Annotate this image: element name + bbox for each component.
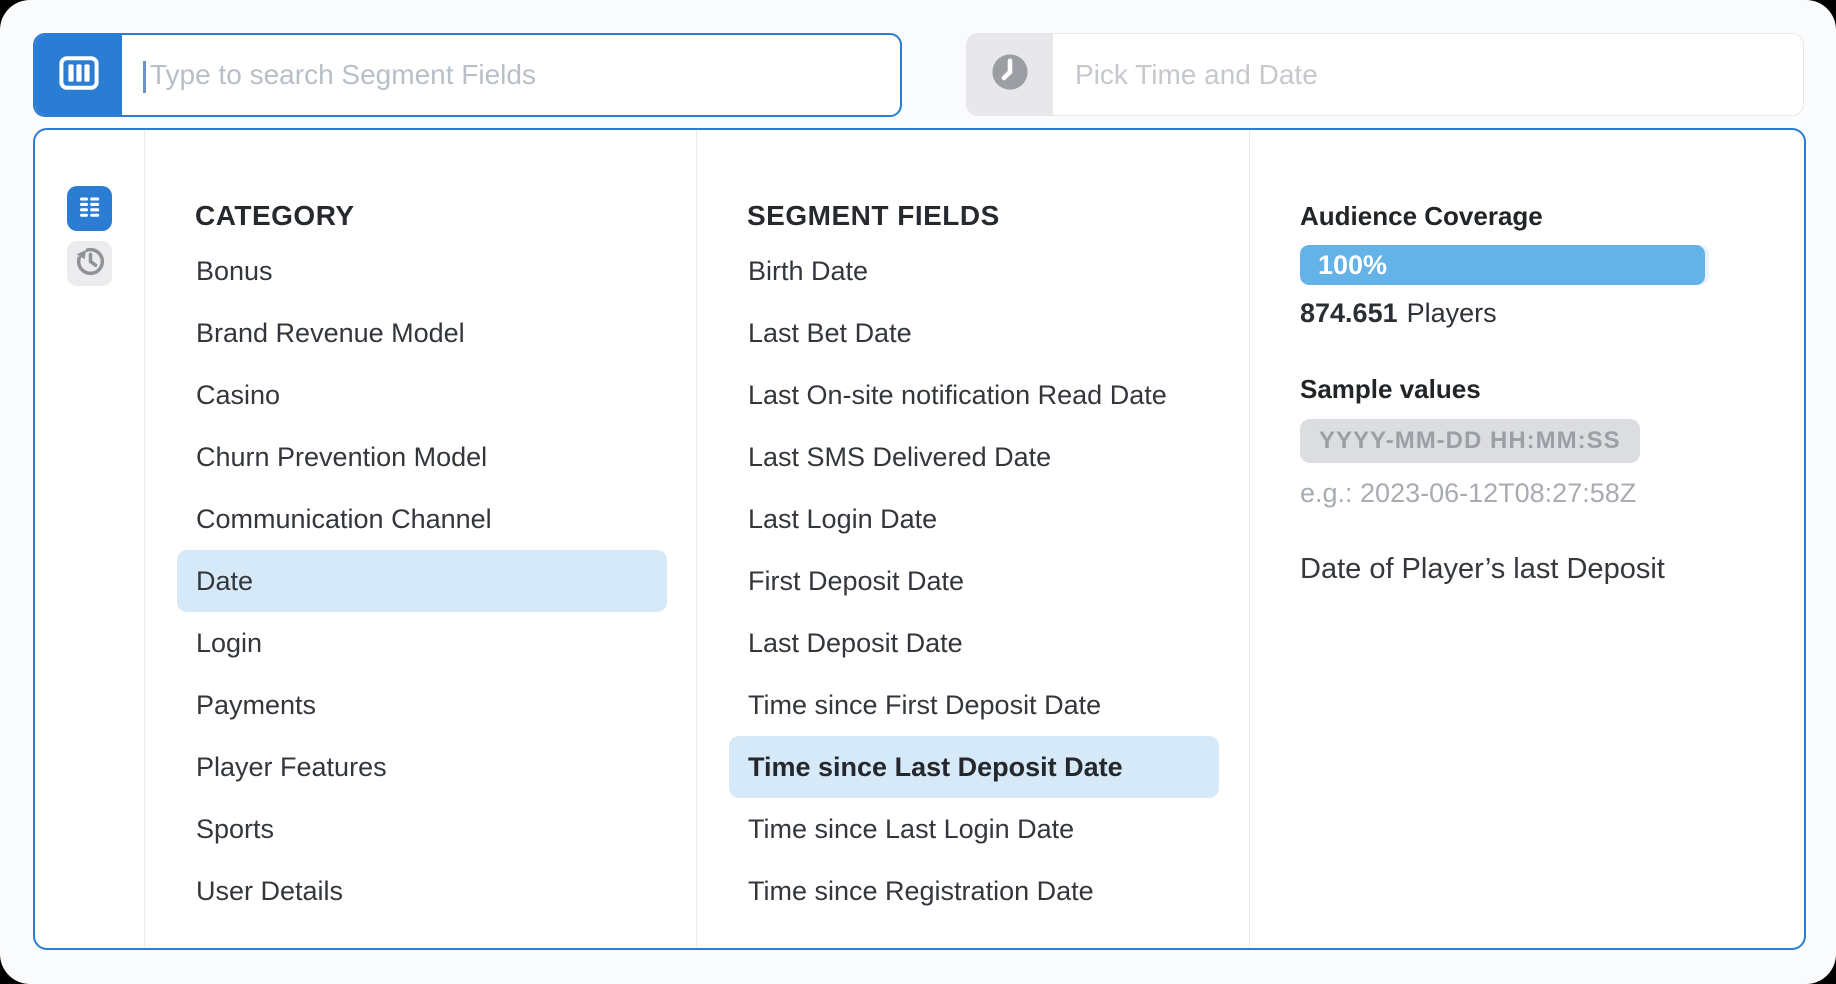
- category-item[interactable]: Login: [196, 627, 263, 658]
- datetime-addon: [967, 34, 1053, 115]
- datetime-field-wrapper: [1053, 34, 1803, 115]
- clock-icon: [988, 50, 1032, 99]
- datetime-input[interactable]: [1053, 34, 1803, 115]
- segment-field-item[interactable]: Time since Last Login Date: [748, 813, 1075, 844]
- segment-search-group: [33, 33, 902, 117]
- category-header: CATEGORY: [195, 200, 355, 231]
- segment-field-item[interactable]: Time since Last Deposit Date: [729, 736, 1219, 798]
- segment-field-item[interactable]: First Deposit Date: [748, 565, 965, 596]
- category-item[interactable]: Sports: [196, 813, 275, 844]
- list-rows-icon: [76, 193, 103, 225]
- sample-example-text: e.g.: 2023-06-12T08:27:58Z: [1300, 478, 1637, 508]
- segment-fields-view-button[interactable]: [67, 186, 112, 231]
- fields-browser-panel: CATEGORY Bonus Brand Revenue Model Casino C…: [33, 128, 1806, 950]
- segment-field-item[interactable]: Birth Date: [748, 255, 869, 286]
- tools-rail: [35, 130, 145, 948]
- segment-field-item[interactable]: Last On-site notification Read Date: [748, 379, 1167, 410]
- segment-field-item[interactable]: Last Login Date: [748, 503, 938, 534]
- players-count-value: 874.651: [1300, 298, 1398, 328]
- field-details-column: Audience Coverage 100% 874.651 Players S…: [1250, 130, 1804, 948]
- search-field-wrapper: [122, 35, 900, 115]
- category-item[interactable]: User Details: [196, 875, 344, 906]
- coverage-percent-label: 100%: [1318, 249, 1388, 280]
- players-count-line: 874.651 Players: [1300, 298, 1754, 329]
- value-format-chip: YYYY-MM-DD HH:MM:SS: [1300, 419, 1640, 463]
- sample-values-title: Sample values: [1300, 374, 1481, 404]
- segment-field-item[interactable]: Last SMS Delivered Date: [748, 441, 1052, 472]
- field-description: Date of Player’s last Deposit: [1300, 553, 1665, 585]
- audience-coverage-title: Audience Coverage: [1300, 201, 1543, 231]
- category-item[interactable]: Casino: [196, 379, 281, 410]
- category-item[interactable]: Churn Prevention Model: [196, 441, 488, 472]
- search-input[interactable]: [122, 35, 900, 115]
- category-item[interactable]: Bonus: [196, 255, 273, 286]
- category-column: CATEGORY Bonus Brand Revenue Model Casino C…: [145, 130, 697, 948]
- audience-coverage-bar: 100%: [1300, 245, 1709, 285]
- category-item[interactable]: Communication Channel: [196, 503, 492, 534]
- category-item[interactable]: Player Features: [196, 751, 387, 782]
- segment-field-item[interactable]: Time since Registration Date: [748, 875, 1094, 906]
- segment-field-item[interactable]: Last Deposit Date: [748, 627, 963, 658]
- datetime-picker-group: [966, 33, 1804, 116]
- category-item[interactable]: Date: [177, 550, 667, 612]
- segment-fields-column: SEGMENT FIELDS Birth Date Last Bet Date La…: [697, 130, 1250, 948]
- category-item[interactable]: Brand Revenue Model: [196, 317, 465, 348]
- category-list: Bonus Brand Revenue Model Casino Churn Prev…: [177, 240, 667, 922]
- columns-icon: [55, 49, 103, 102]
- history-view-button[interactable]: [67, 241, 112, 286]
- history-icon: [70, 241, 110, 286]
- category-item[interactable]: Payments: [196, 689, 317, 720]
- segment-field-item[interactable]: Last Bet Date: [748, 317, 912, 348]
- columns-toggle-button[interactable]: [35, 35, 122, 115]
- players-count-label: Players: [1406, 298, 1497, 328]
- segment-fields-list: Birth Date Last Bet Date Last On-site noti…: [729, 240, 1219, 922]
- audience-coverage-fill: 100%: [1300, 245, 1705, 285]
- segment-fields-header: SEGMENT FIELDS: [747, 200, 1000, 231]
- segment-field-item[interactable]: Time since First Deposit Date: [748, 689, 1102, 720]
